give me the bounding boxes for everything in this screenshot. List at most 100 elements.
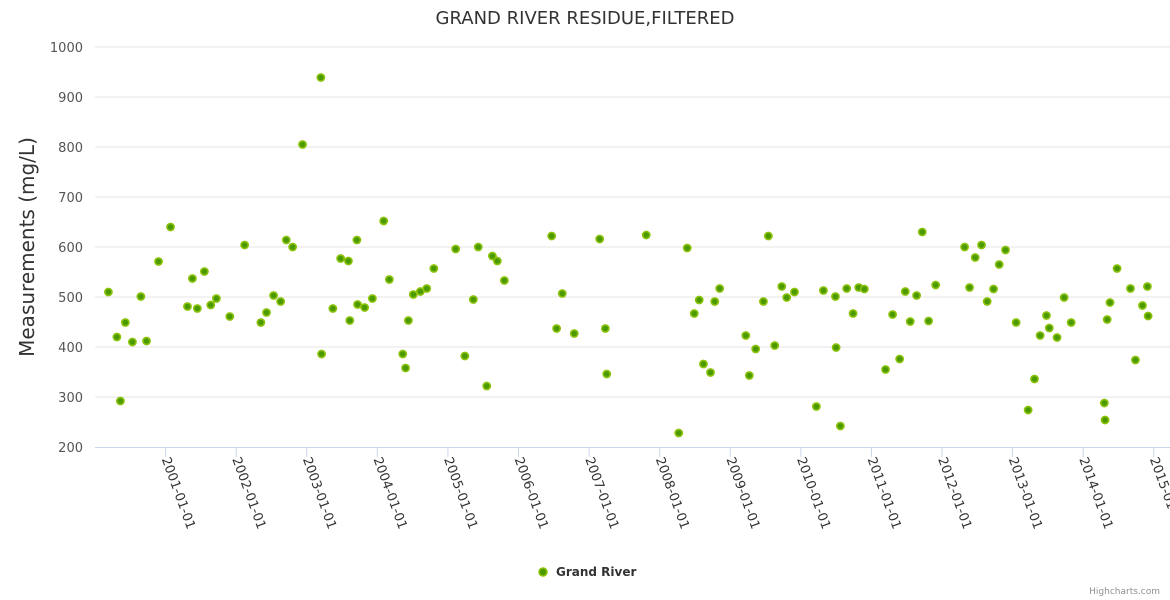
data-point[interactable] (183, 302, 192, 311)
data-point[interactable] (912, 291, 922, 300)
data-point[interactable] (345, 316, 355, 325)
data-point[interactable] (1100, 415, 1110, 425)
data-point[interactable] (1102, 315, 1112, 324)
data-point[interactable] (965, 283, 974, 292)
data-point[interactable] (317, 349, 326, 359)
data-point[interactable] (547, 231, 557, 241)
data-point[interactable] (1023, 405, 1033, 415)
data-point[interactable] (298, 140, 307, 149)
data-point[interactable] (188, 274, 197, 283)
data-point[interactable] (1011, 318, 1021, 327)
data-point[interactable] (225, 312, 235, 321)
data-point[interactable] (600, 324, 610, 333)
data-point[interactable] (398, 349, 408, 359)
data-point[interactable] (104, 287, 113, 297)
data-point[interactable] (1001, 245, 1010, 255)
data-point[interactable] (468, 295, 478, 304)
data-point[interactable] (200, 267, 209, 276)
data-point[interactable] (1138, 301, 1147, 310)
data-point[interactable] (905, 317, 915, 326)
data-point[interactable] (706, 368, 715, 377)
data-point[interactable] (848, 309, 858, 318)
data-point[interactable] (763, 231, 773, 241)
data-point[interactable] (422, 284, 432, 293)
data-point[interactable] (751, 344, 761, 354)
data-point[interactable] (557, 289, 567, 298)
data-point[interactable] (1143, 311, 1153, 321)
data-point[interactable] (492, 256, 502, 266)
data-point[interactable] (859, 284, 869, 294)
data-point[interactable] (960, 242, 969, 252)
data-point[interactable] (401, 363, 410, 373)
data-point[interactable] (1143, 282, 1152, 291)
data-point[interactable] (460, 351, 470, 361)
data-point[interactable] (353, 300, 362, 309)
data-point[interactable] (192, 304, 202, 313)
data-point[interactable] (1044, 323, 1054, 333)
data-point[interactable] (569, 329, 579, 338)
data-point[interactable] (900, 287, 910, 296)
data-point[interactable] (777, 282, 787, 291)
data-point[interactable] (759, 297, 768, 306)
data-point[interactable] (136, 292, 146, 301)
data-point[interactable] (552, 324, 562, 333)
data-point[interactable] (281, 235, 291, 245)
data-point[interactable] (819, 286, 828, 295)
data-point[interactable] (689, 309, 699, 318)
data-point[interactable] (835, 421, 845, 431)
data-point[interactable] (269, 291, 278, 300)
data-point[interactable] (256, 318, 266, 327)
data-point[interactable] (487, 251, 497, 261)
data-point[interactable] (977, 240, 986, 250)
data-point[interactable] (336, 254, 346, 263)
data-point[interactable] (1059, 293, 1069, 302)
data-point[interactable] (1099, 398, 1109, 408)
data-point[interactable] (744, 371, 754, 380)
data-point[interactable] (831, 343, 841, 352)
data-point[interactable] (1035, 331, 1045, 340)
data-point[interactable] (1030, 374, 1039, 384)
data-point[interactable] (262, 308, 271, 317)
data-point[interactable] (328, 304, 338, 313)
data-point[interactable] (212, 294, 221, 303)
data-point[interactable] (694, 295, 704, 305)
data-point[interactable] (166, 222, 175, 232)
data-point[interactable] (142, 336, 151, 346)
data-point[interactable] (770, 341, 780, 350)
data-point[interactable] (641, 230, 651, 240)
data-point[interactable] (276, 297, 286, 306)
data-point[interactable] (240, 240, 250, 250)
data-point[interactable] (924, 316, 934, 326)
legend-item-grand-river[interactable]: Grand River (538, 565, 636, 579)
data-point[interactable] (473, 242, 483, 252)
data-point[interactable] (811, 402, 821, 411)
data-point[interactable] (120, 318, 130, 327)
data-point[interactable] (917, 227, 927, 237)
data-point[interactable] (1131, 355, 1140, 365)
data-point[interactable] (499, 276, 509, 285)
data-point[interactable] (790, 287, 799, 297)
data-point[interactable] (316, 73, 326, 82)
data-point[interactable] (1105, 298, 1115, 307)
data-point[interactable] (408, 290, 418, 299)
data-point[interactable] (367, 294, 377, 303)
data-point[interactable] (429, 264, 439, 273)
data-point[interactable] (343, 256, 353, 266)
data-point[interactable] (482, 381, 492, 391)
credits-link[interactable]: Highcharts.com (1089, 587, 1160, 597)
data-point[interactable] (112, 332, 122, 342)
data-point[interactable] (206, 300, 216, 310)
data-point[interactable] (989, 284, 998, 294)
data-point[interactable] (881, 365, 890, 374)
data-point[interactable] (116, 396, 125, 406)
data-point[interactable] (970, 253, 980, 262)
data-point[interactable] (602, 369, 612, 379)
data-point[interactable] (384, 275, 394, 284)
data-point[interactable] (842, 284, 852, 293)
data-point[interactable] (994, 260, 1004, 269)
data-point[interactable] (741, 331, 751, 340)
data-point[interactable] (403, 316, 413, 325)
data-point[interactable] (128, 337, 137, 347)
data-point[interactable] (288, 242, 298, 252)
data-point[interactable] (982, 297, 992, 306)
